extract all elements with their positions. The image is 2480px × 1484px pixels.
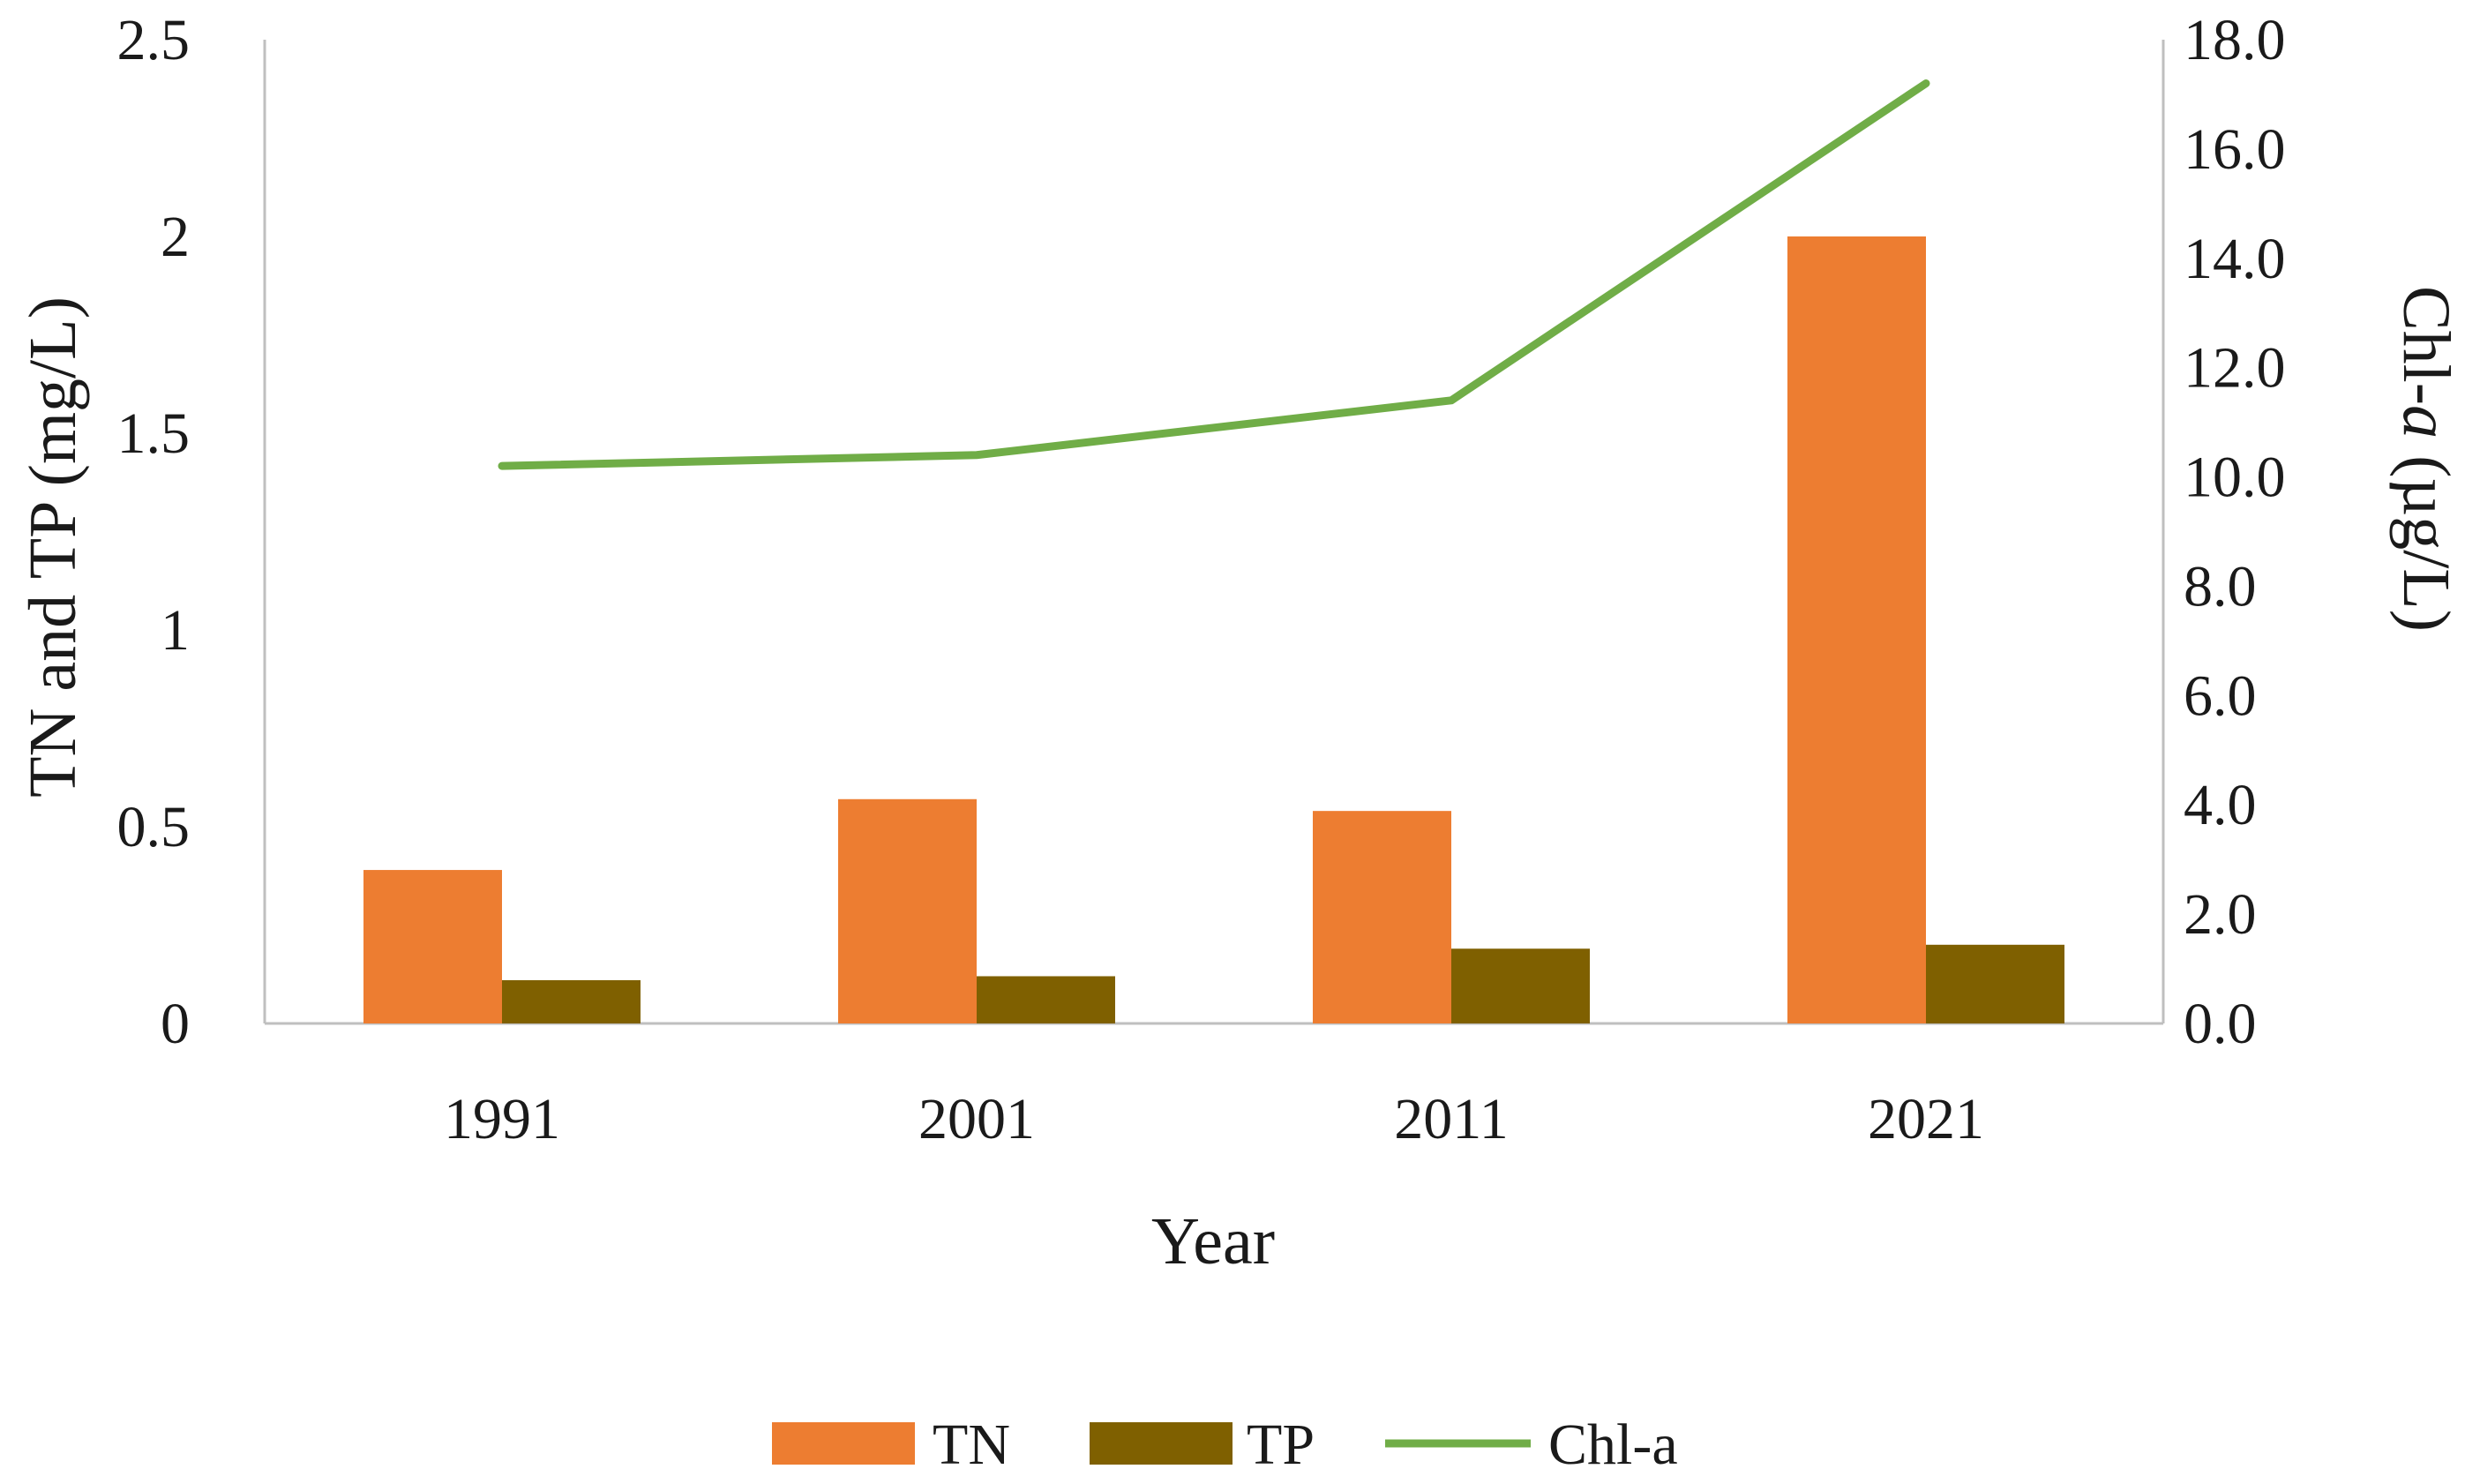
y-tick-label: 0 <box>161 992 190 1056</box>
y2-axis-title-suffix: (µg/L) <box>2389 438 2463 632</box>
legend-label-chl-a: Chl-a <box>1548 1413 1678 1477</box>
y-tick-label: 2 <box>161 205 190 269</box>
x-tick-label: 2011 <box>1394 1087 1509 1151</box>
x-tick-label: 2021 <box>1868 1087 1984 1151</box>
legend-label-tp: TP <box>1247 1413 1315 1477</box>
bar-tn-1991 <box>363 870 502 1023</box>
x-axis-title: Year <box>1151 1204 1275 1278</box>
y-axis-title: TN and TP (mg/L) <box>16 296 90 798</box>
y2-tick-label: 16.0 <box>2184 117 2286 182</box>
y2-tick-label: 18.0 <box>2184 8 2286 72</box>
legend: TN TP Chl-a <box>772 1413 1678 1477</box>
tick-labels: 0 0.5 1 1.5 2 2.5 0.0 2.0 4.0 6.0 8.0 10.0 12.0 14.0 1… <box>117 8 2286 1151</box>
y2-tick-label: 6.0 <box>2184 663 2257 728</box>
bars <box>363 236 2064 1023</box>
bar-tp-1991 <box>502 979 641 1023</box>
y2-tick-label: 8.0 <box>2184 554 2257 618</box>
y2-tick-label: 14.0 <box>2184 227 2286 291</box>
bar-tp-2001 <box>977 976 1115 1023</box>
y-tick-label: 0.5 <box>117 795 191 859</box>
bar-tp-2021 <box>1926 944 2064 1023</box>
line-series <box>498 79 1930 470</box>
y2-tick-label: 12.0 <box>2184 336 2286 401</box>
bar-tn-2021 <box>1787 236 1926 1023</box>
y2-axis-title-italic: a <box>2389 405 2463 438</box>
bar-tp-2011 <box>1451 948 1590 1023</box>
y-tick-label: 1 <box>161 598 190 663</box>
y2-tick-label: 4.0 <box>2184 773 2257 837</box>
legend-swatch-tn <box>772 1422 915 1465</box>
y2-axis-title: Chl-a (µg/L) <box>2389 286 2463 632</box>
bar-tn-2011 <box>1313 811 1451 1023</box>
y2-tick-label: 0.0 <box>2184 992 2257 1056</box>
y-tick-label: 2.5 <box>117 8 191 72</box>
y2-tick-label: 10.0 <box>2184 446 2286 510</box>
x-tick-label: 1991 <box>444 1087 560 1151</box>
y2-tick-label: 2.0 <box>2184 882 2257 947</box>
y2-axis-title-prefix: Chl- <box>2389 286 2463 405</box>
legend-label-tn: TN <box>933 1413 1010 1477</box>
y-tick-label: 1.5 <box>117 401 191 466</box>
x-tick-label: 2001 <box>918 1087 1035 1151</box>
legend-swatch-tp <box>1090 1422 1233 1465</box>
line-chl-a <box>498 79 1930 470</box>
bar-tn-2001 <box>838 798 977 1023</box>
